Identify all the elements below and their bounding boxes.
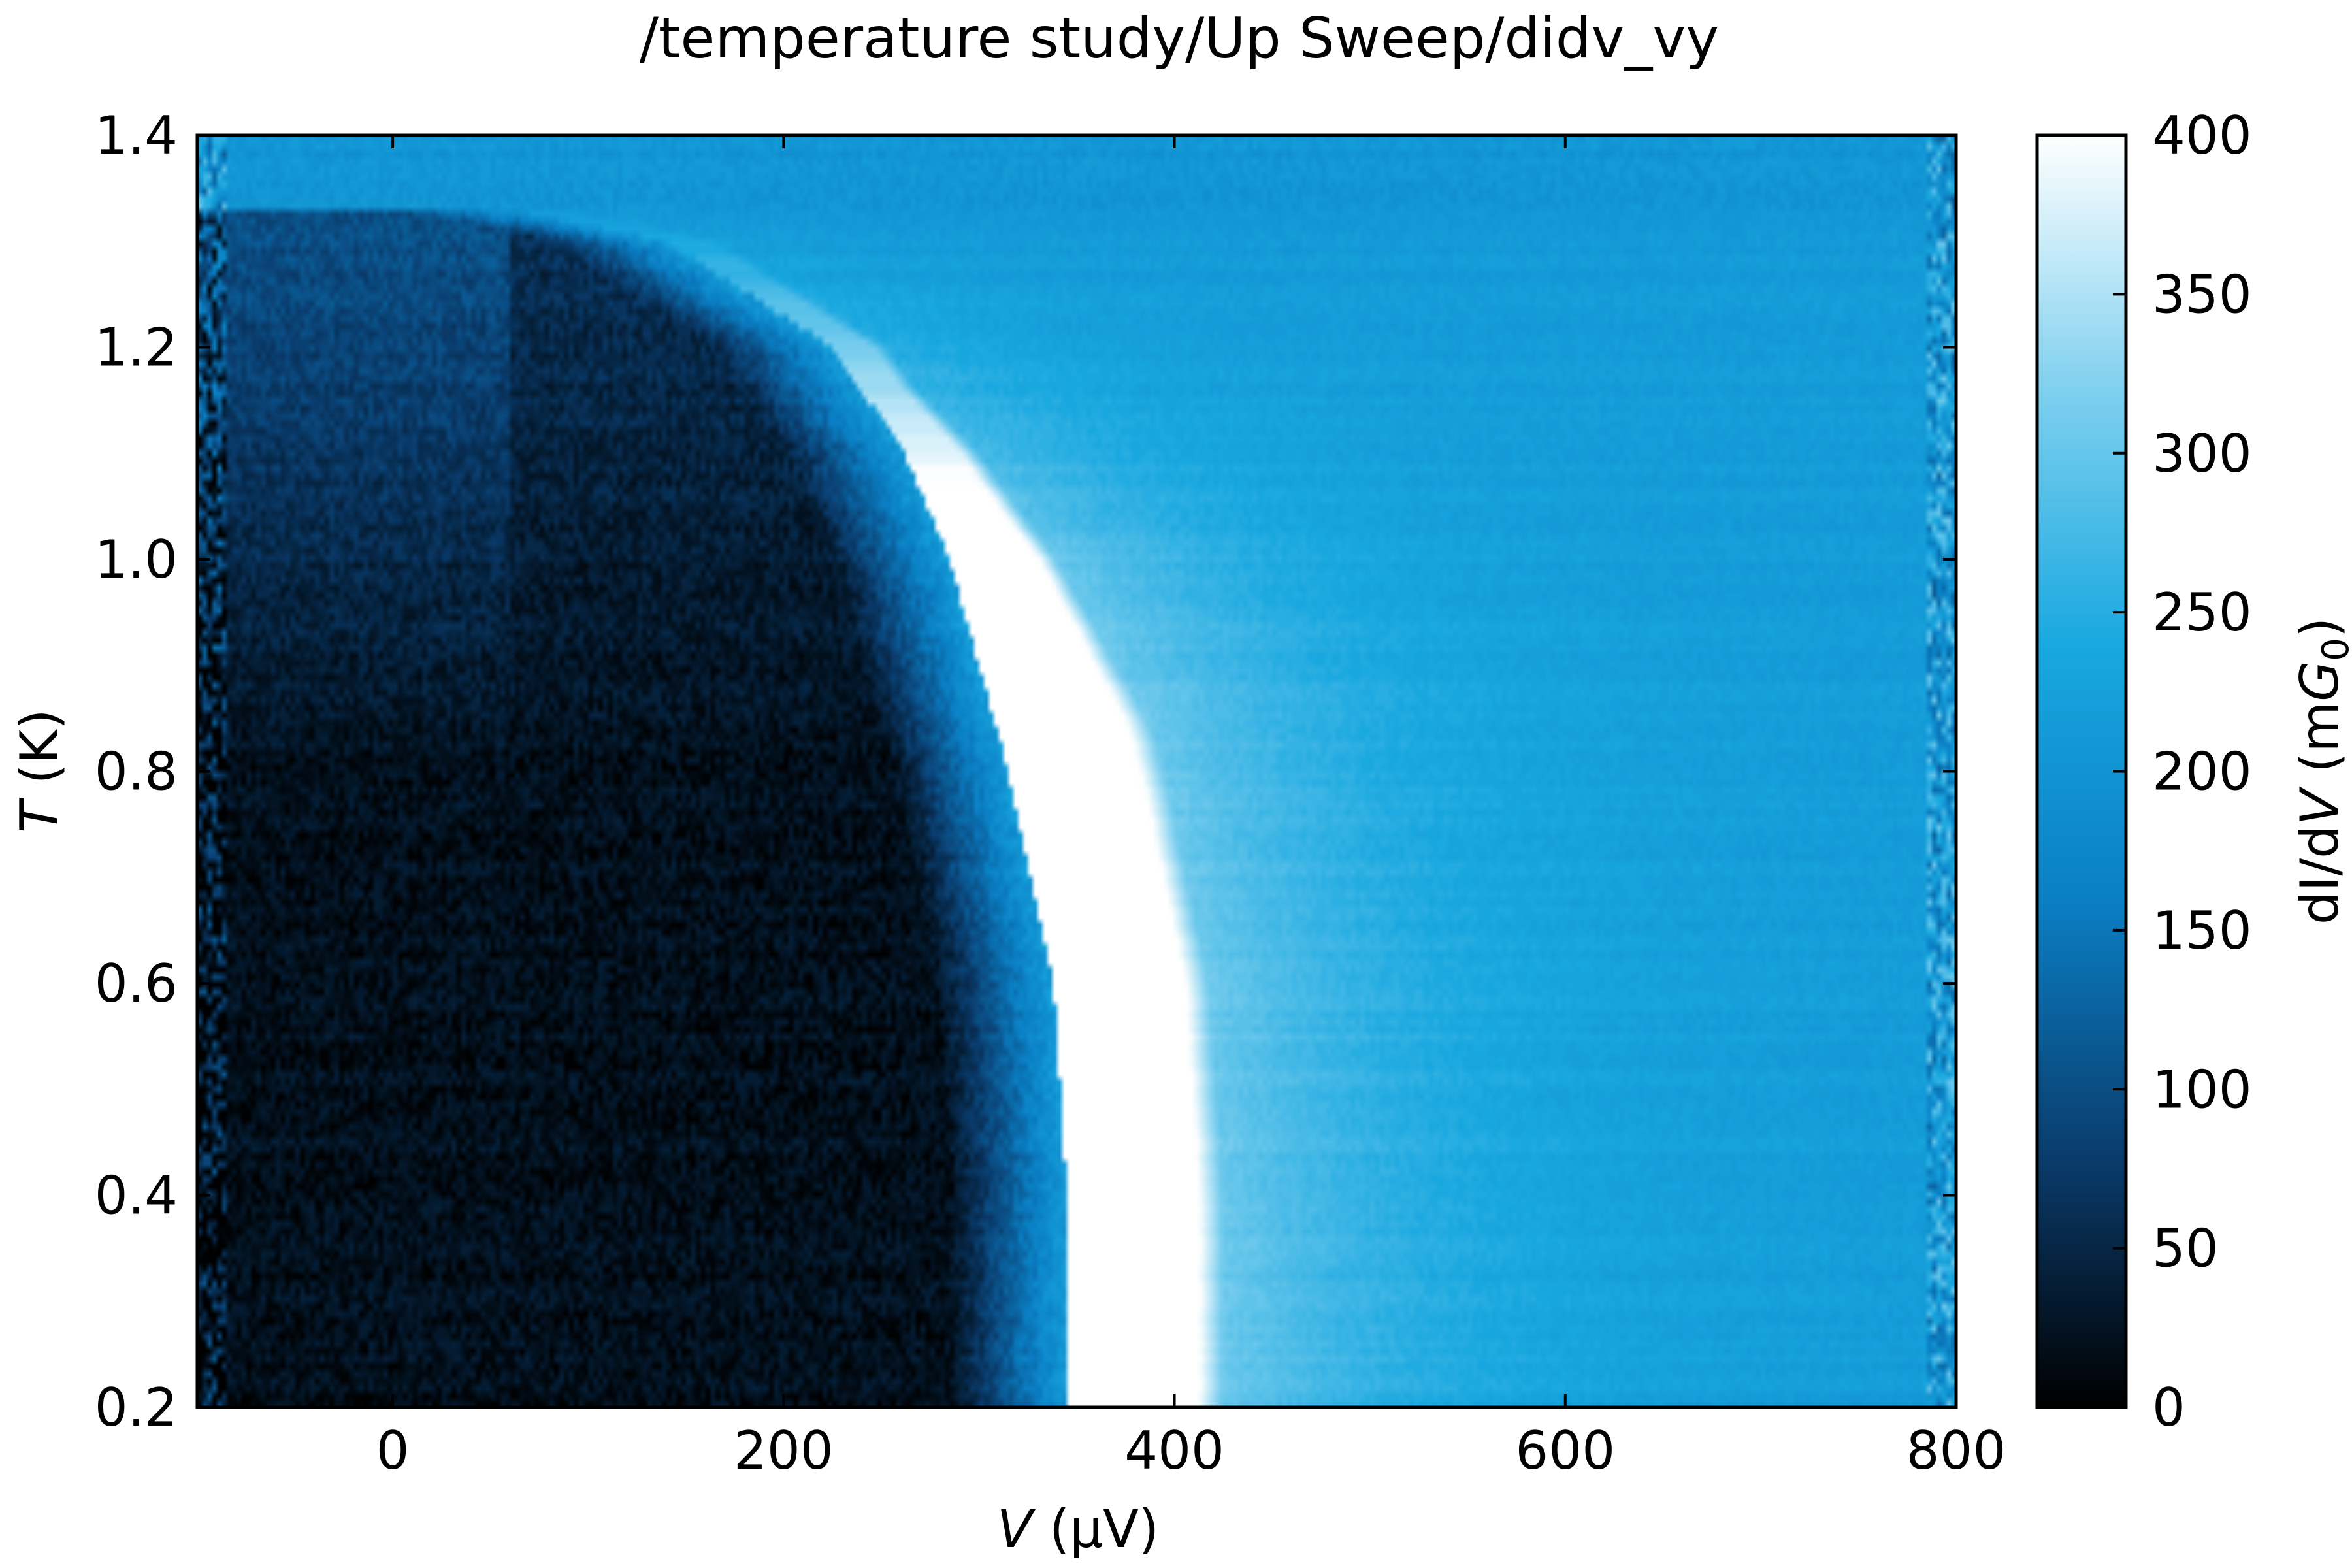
y-axis-label-unit: (K) bbox=[9, 709, 70, 800]
colorbar-label-prefix: dI/d bbox=[2289, 825, 2350, 924]
colorbar-gradient bbox=[2037, 135, 2126, 1407]
colorbar-tick-label: 200 bbox=[2152, 742, 2252, 802]
x-axis-label-symbol: V bbox=[997, 1499, 1036, 1560]
x-axis-label-unit: (µV) bbox=[1033, 1499, 1159, 1560]
y-tick-label: 0.6 bbox=[95, 953, 178, 1014]
colorbar-ticks: 0 50 100 150 200 250 300 350 400 bbox=[2113, 105, 2252, 1438]
colorbar-label: dI/dV (mG0) bbox=[2289, 617, 2352, 924]
colorbar-label-suffix: ) bbox=[2289, 617, 2350, 638]
y-axis-label: T (K) bbox=[9, 709, 70, 832]
x-tick-label: 400 bbox=[1124, 1420, 1224, 1481]
heatmap-area bbox=[197, 135, 1956, 1407]
colorbar-tick-label: 400 bbox=[2152, 105, 2252, 166]
y-tick-label: 0.2 bbox=[95, 1377, 178, 1438]
colorbar-tick-label: 0 bbox=[2152, 1377, 2185, 1438]
x-tick-label: 800 bbox=[1906, 1420, 2006, 1481]
x-tick-label: 600 bbox=[1515, 1420, 1615, 1481]
y-tick-label: 0.8 bbox=[95, 742, 178, 802]
y-tick-label: 1.0 bbox=[95, 529, 178, 590]
x-axis-label: V (µV) bbox=[997, 1499, 1159, 1560]
colorbar-tick-label: 150 bbox=[2152, 900, 2252, 961]
colorbar-label-symbol: V bbox=[2289, 786, 2350, 825]
colorbar-label-symbol-2: G bbox=[2289, 661, 2350, 702]
colorbar-label-mid: (m bbox=[2289, 702, 2350, 790]
colorbar-label-subscript: 0 bbox=[2315, 638, 2352, 661]
y-tick-label: 1.4 bbox=[95, 105, 178, 166]
y-tick-label: 0.4 bbox=[95, 1166, 178, 1226]
x-tick-label: 200 bbox=[734, 1420, 834, 1481]
chart-title: /temperature study/Up Sweep/didv_vy bbox=[640, 6, 1719, 71]
colorbar-tick-label: 250 bbox=[2152, 582, 2252, 643]
x-tick-label: 0 bbox=[376, 1420, 410, 1481]
x-axis: 0 200 400 600 800 bbox=[376, 135, 2006, 1481]
colorbar-tick-label: 100 bbox=[2152, 1059, 2252, 1120]
y-axis-label-symbol: T bbox=[9, 797, 70, 833]
colorbar-tick-label: 300 bbox=[2152, 423, 2252, 484]
heatmap-image bbox=[197, 135, 1956, 1407]
y-axis: 0.2 0.4 0.6 0.8 1.0 1.2 1.4 bbox=[95, 105, 1956, 1438]
colorbar-tick-label: 350 bbox=[2152, 264, 2252, 325]
y-tick-label: 1.2 bbox=[95, 318, 178, 378]
colorbar-tick-label: 50 bbox=[2152, 1218, 2219, 1279]
